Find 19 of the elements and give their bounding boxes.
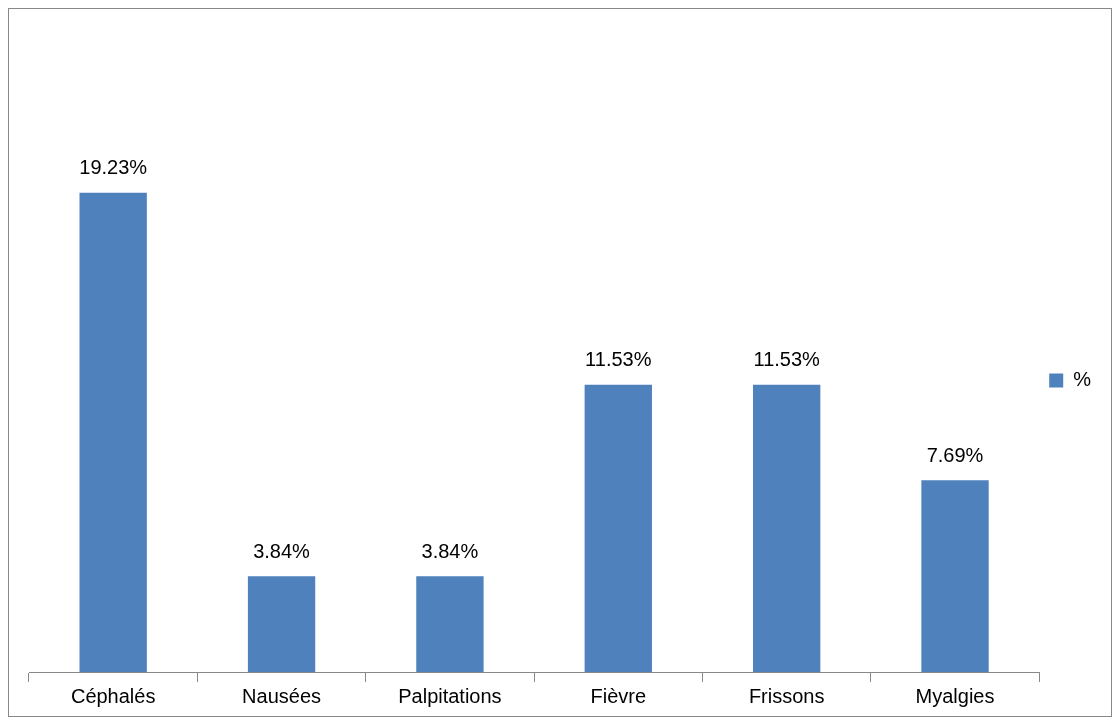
x-tick-label: Nausées xyxy=(242,684,322,707)
x-tick-label: Fièvre xyxy=(590,684,647,707)
x-tick-label: Palpitations xyxy=(398,684,502,707)
data-label: 11.53% xyxy=(753,348,821,371)
data-label: 3.84% xyxy=(421,539,479,562)
data-label: 3.84% xyxy=(253,539,311,562)
x-tick-label: Myalgies xyxy=(915,684,995,707)
bar xyxy=(752,384,821,672)
bar xyxy=(921,480,989,672)
bar xyxy=(584,384,652,672)
data-label: 7.69% xyxy=(926,443,984,466)
bar xyxy=(416,576,484,672)
data-label: 11.53% xyxy=(585,348,652,371)
data-label: 19.23% xyxy=(79,156,148,179)
bar xyxy=(247,576,316,672)
bar xyxy=(79,192,147,672)
legend-label: % xyxy=(1073,368,1092,391)
x-tick-label: Céphalés xyxy=(70,684,156,707)
x-tick-label: Frissons xyxy=(748,684,825,707)
